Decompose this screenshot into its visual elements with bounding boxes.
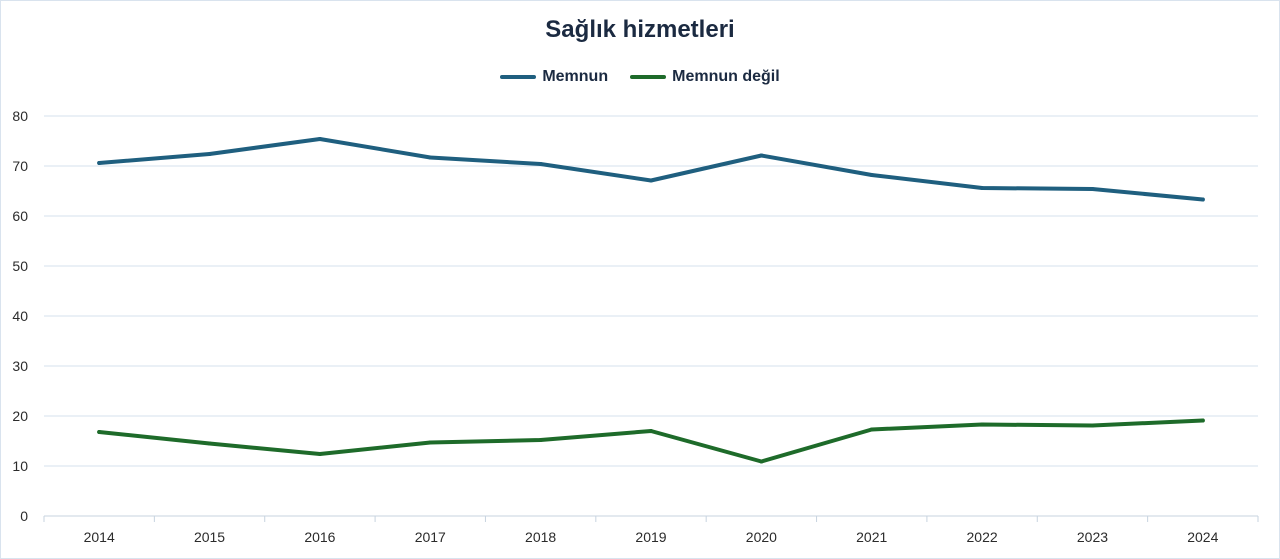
y-tick-label-60: 60 xyxy=(12,208,28,224)
data-point-memnun-degil-2020 xyxy=(759,459,764,464)
x-tick-label-2017: 2017 xyxy=(415,529,446,545)
y-tick-label-10: 10 xyxy=(12,458,28,474)
series-line-memnun xyxy=(97,137,1205,202)
y-tick-label-70: 70 xyxy=(12,158,28,174)
data-point-memnun-2022 xyxy=(980,186,985,190)
y-tick-label-40: 40 xyxy=(12,308,28,324)
y-tick-label-80: 80 xyxy=(12,108,28,124)
x-tick-label-2015: 2015 xyxy=(194,529,225,545)
data-point-memnun-degil-2015 xyxy=(207,441,212,446)
data-point-memnun-2019 xyxy=(649,178,653,183)
data-point-memnun-2020 xyxy=(759,153,764,158)
legend-label-memnun: Memnun xyxy=(542,68,609,85)
data-point-memnun-2016 xyxy=(317,137,322,141)
x-tick-label-2020: 2020 xyxy=(746,529,777,545)
chart-legend: Memnun Memnun değil xyxy=(0,68,1280,86)
x-tick-label-2014: 2014 xyxy=(84,529,115,545)
legend-item-memnun: Memnun xyxy=(500,68,608,86)
data-point-memnun-2023 xyxy=(1090,187,1095,191)
data-point-memnun-degil-2022 xyxy=(980,422,985,427)
x-tick-label-2024: 2024 xyxy=(1187,529,1218,545)
data-point-memnun-degil-2016 xyxy=(317,452,322,456)
y-tick-label-20: 20 xyxy=(12,408,28,424)
x-tick-label-2016: 2016 xyxy=(304,529,335,545)
chart-title: Sağlık hizmetleri xyxy=(545,16,735,43)
x-tick-label-2018: 2018 xyxy=(525,529,556,545)
legend-item-memnun-degil: Memnun değil xyxy=(630,68,780,86)
y-tick-label-50: 50 xyxy=(12,258,28,274)
data-point-memnun-2015 xyxy=(207,152,212,156)
x-tick-label-2019: 2019 xyxy=(635,529,666,545)
data-point-memnun-degil-2021 xyxy=(869,427,874,432)
data-point-memnun-2014 xyxy=(97,161,102,165)
data-point-memnun-degil-2023 xyxy=(1090,423,1095,428)
data-point-memnun-degil-2014 xyxy=(97,430,102,434)
legend-swatch-memnun-degil xyxy=(630,75,667,79)
data-point-memnun-2018 xyxy=(538,162,543,166)
x-tick-label-2022: 2022 xyxy=(967,529,998,545)
data-point-memnun-2021 xyxy=(869,173,874,177)
data-point-memnun-degil-2018 xyxy=(538,438,543,442)
legend-swatch-memnun xyxy=(500,75,537,79)
data-point-memnun-degil-2017 xyxy=(428,440,433,445)
x-tick-label-2023: 2023 xyxy=(1077,529,1108,545)
series-line-memnun-degil xyxy=(97,418,1205,464)
data-point-memnun-degil-2024 xyxy=(1200,418,1205,423)
legend-label-memnun-degil: Memnun değil xyxy=(672,68,780,85)
data-point-memnun-2017 xyxy=(428,155,433,160)
y-tick-label-0: 0 xyxy=(20,508,28,524)
x-tick-label-2021: 2021 xyxy=(856,529,887,545)
data-point-memnun-2024 xyxy=(1200,197,1205,202)
data-point-memnun-degil-2019 xyxy=(649,429,653,433)
y-tick-label-30: 30 xyxy=(12,358,28,374)
